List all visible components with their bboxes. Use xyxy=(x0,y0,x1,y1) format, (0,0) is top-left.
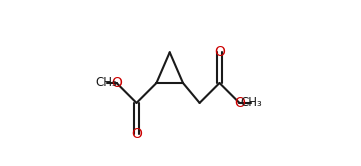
Text: CH₃: CH₃ xyxy=(96,77,117,89)
Text: CH₃: CH₃ xyxy=(240,96,262,109)
Text: O: O xyxy=(111,76,122,90)
Text: O: O xyxy=(214,45,225,59)
Text: O: O xyxy=(131,127,142,141)
Text: O: O xyxy=(234,96,245,110)
